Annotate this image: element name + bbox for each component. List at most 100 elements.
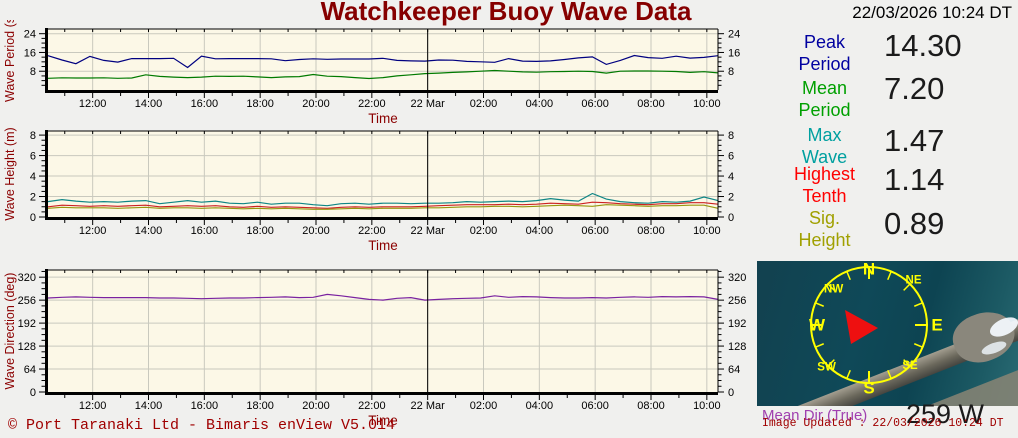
compass-point-label-nw: NW xyxy=(824,284,843,296)
readout-value-peak-period: 14.30 xyxy=(884,28,962,63)
x-tick-label: 14:00 xyxy=(135,225,163,237)
readout-value-sig-height: 0.89 xyxy=(884,206,945,241)
mean-dir-value: 259 W xyxy=(906,399,985,429)
wave-period-chart: 8 8 16 16 24 24 12:00 14:00 16:00 18:00 20:00 22:00… xyxy=(3,20,740,126)
readout-label-highest-tenth: Highest Tenth xyxy=(757,163,892,207)
x-tick-label: 06:00 xyxy=(581,98,609,110)
x-tick-label: 18:00 xyxy=(246,98,274,110)
readout-label-line: Max xyxy=(807,125,842,145)
readout-label-mean-period: Mean Period xyxy=(757,77,892,121)
x-tick-label: 06:00 xyxy=(581,225,609,237)
compass-point-label-s: S xyxy=(863,379,874,398)
compass-tick xyxy=(887,271,892,281)
readout-label-line: Period xyxy=(798,54,851,74)
y-axis-title: Wave Height (m) xyxy=(3,127,17,220)
copyright-text: © Port Taranaki Ltd - Bimaris enView V5.… xyxy=(8,417,396,434)
readout-label-sig-height: Sig. Height xyxy=(757,207,892,251)
x-tick-label: 22:00 xyxy=(358,400,386,412)
series-highest-tenth xyxy=(47,201,719,209)
time-axis-label: Time xyxy=(368,111,398,126)
y-tick-label: 320 xyxy=(728,272,746,284)
header-datetime: 22/03/2026 10:24 DT xyxy=(852,3,1012,22)
compass-rose: N NE E SE S SW W NW xyxy=(809,261,943,398)
x-tick-label: 20:00 xyxy=(302,225,330,237)
compass-point-label-se: SE xyxy=(902,360,918,372)
readout-label-line: Peak xyxy=(803,32,846,52)
series-max-wave xyxy=(47,192,719,207)
compass-tick xyxy=(903,283,911,291)
x-tick-label: 04:00 xyxy=(526,225,554,237)
x-tick-label: 12:00 xyxy=(79,225,107,237)
series-mean-period xyxy=(47,69,719,80)
x-tick-label: 08:00 xyxy=(637,225,665,237)
readout-label-line: Highest xyxy=(793,164,856,184)
x-tick-label: 14:00 xyxy=(135,400,163,412)
y-tick-label: 256 xyxy=(18,295,36,307)
compass-point-label-w: W xyxy=(809,316,826,335)
y-tick-label: 0 xyxy=(30,387,36,399)
readout-value-highest-tenth: 1.14 xyxy=(884,162,945,197)
readout-label-line: Mean xyxy=(801,78,848,98)
y-tick-label: 0 xyxy=(30,212,36,224)
compass-tick xyxy=(913,302,923,307)
y-tick-label: 16 xyxy=(728,47,740,59)
y-tick-label: 0 xyxy=(728,387,734,399)
x-tick-label: 22 Mar xyxy=(411,400,446,412)
wave-height-chart: 0 0 2 2 4 4 6 6 8 8 12:00 14:00 16:00 18:00 20:00 22:00… xyxy=(3,127,734,253)
x-tick-label: 04:00 xyxy=(526,400,554,412)
x-tick-label: 12:00 xyxy=(79,400,107,412)
y-tick-label: 192 xyxy=(728,318,746,330)
wave-direction-chart: 0 0 64 64 128 128 192 192 256 256 320 320 12:00 14:00… xyxy=(3,269,746,428)
y-tick-label: 192 xyxy=(18,318,36,330)
time-axis-label: Time xyxy=(368,413,398,428)
x-tick-label: 10:00 xyxy=(693,225,721,237)
x-tick-label: 18:00 xyxy=(246,400,274,412)
x-tick-label: 16:00 xyxy=(191,225,219,237)
x-tick-label: 10:00 xyxy=(693,98,721,110)
x-tick-label: 14:00 xyxy=(135,98,163,110)
y-tick-label: 128 xyxy=(18,341,36,353)
mean-direction-arrow xyxy=(845,310,878,344)
x-tick-label: 04:00 xyxy=(526,98,554,110)
compass-tick xyxy=(913,343,923,348)
x-tick-label: 16:00 xyxy=(191,98,219,110)
y-tick-label: 64 xyxy=(728,364,740,376)
x-tick-label: 10:00 xyxy=(693,400,721,412)
compass-tick xyxy=(827,283,835,291)
x-tick-label: 08:00 xyxy=(637,400,665,412)
series-sig-height xyxy=(47,204,719,210)
x-tick-label: 16:00 xyxy=(191,400,219,412)
compass-tick xyxy=(887,369,892,379)
compass-tick xyxy=(903,359,911,367)
y-tick-label: 8 xyxy=(728,66,734,78)
readout-value-mean-period: 7.20 xyxy=(884,71,945,106)
compass-tick xyxy=(846,369,851,379)
x-tick-label: 02:00 xyxy=(470,225,498,237)
y-tick-label: 4 xyxy=(30,171,36,183)
compass-point-label-sw: SW xyxy=(817,361,836,373)
y-tick-label: 256 xyxy=(728,295,746,307)
y-tick-label: 24 xyxy=(728,29,740,41)
image-updated-text: Image Updated : 22/03/2026 10:24 DT xyxy=(762,417,1004,430)
series-peak-period xyxy=(47,54,719,69)
y-tick-label: 2 xyxy=(728,192,734,204)
x-tick-label: 18:00 xyxy=(246,225,274,237)
x-tick-label: 22:00 xyxy=(358,98,386,110)
y-tick-label: 6 xyxy=(30,151,36,163)
page-title: Watchkeeper Buoy Wave Data xyxy=(320,0,692,26)
x-tick-label: 22 Mar xyxy=(411,225,446,237)
y-axis-title: Wave Direction (deg) xyxy=(3,273,17,390)
y-tick-label: 4 xyxy=(728,171,734,183)
readout-label-line: Tenth xyxy=(802,186,847,206)
mean-dir-label: Mean Dir (True) xyxy=(762,407,868,424)
x-tick-label: 22:00 xyxy=(358,225,386,237)
x-tick-label: 02:00 xyxy=(470,400,498,412)
readout-label-peak-period: Peak Period xyxy=(757,31,892,75)
y-tick-label: 24 xyxy=(24,29,36,41)
compass-tick xyxy=(815,343,825,348)
time-axis-label: Time xyxy=(368,238,398,253)
readout-value-max-wave: 1.47 xyxy=(884,123,945,158)
y-tick-label: 8 xyxy=(728,130,734,142)
x-tick-label: 06:00 xyxy=(581,400,609,412)
compass-point-label-ne: NE xyxy=(906,274,922,286)
